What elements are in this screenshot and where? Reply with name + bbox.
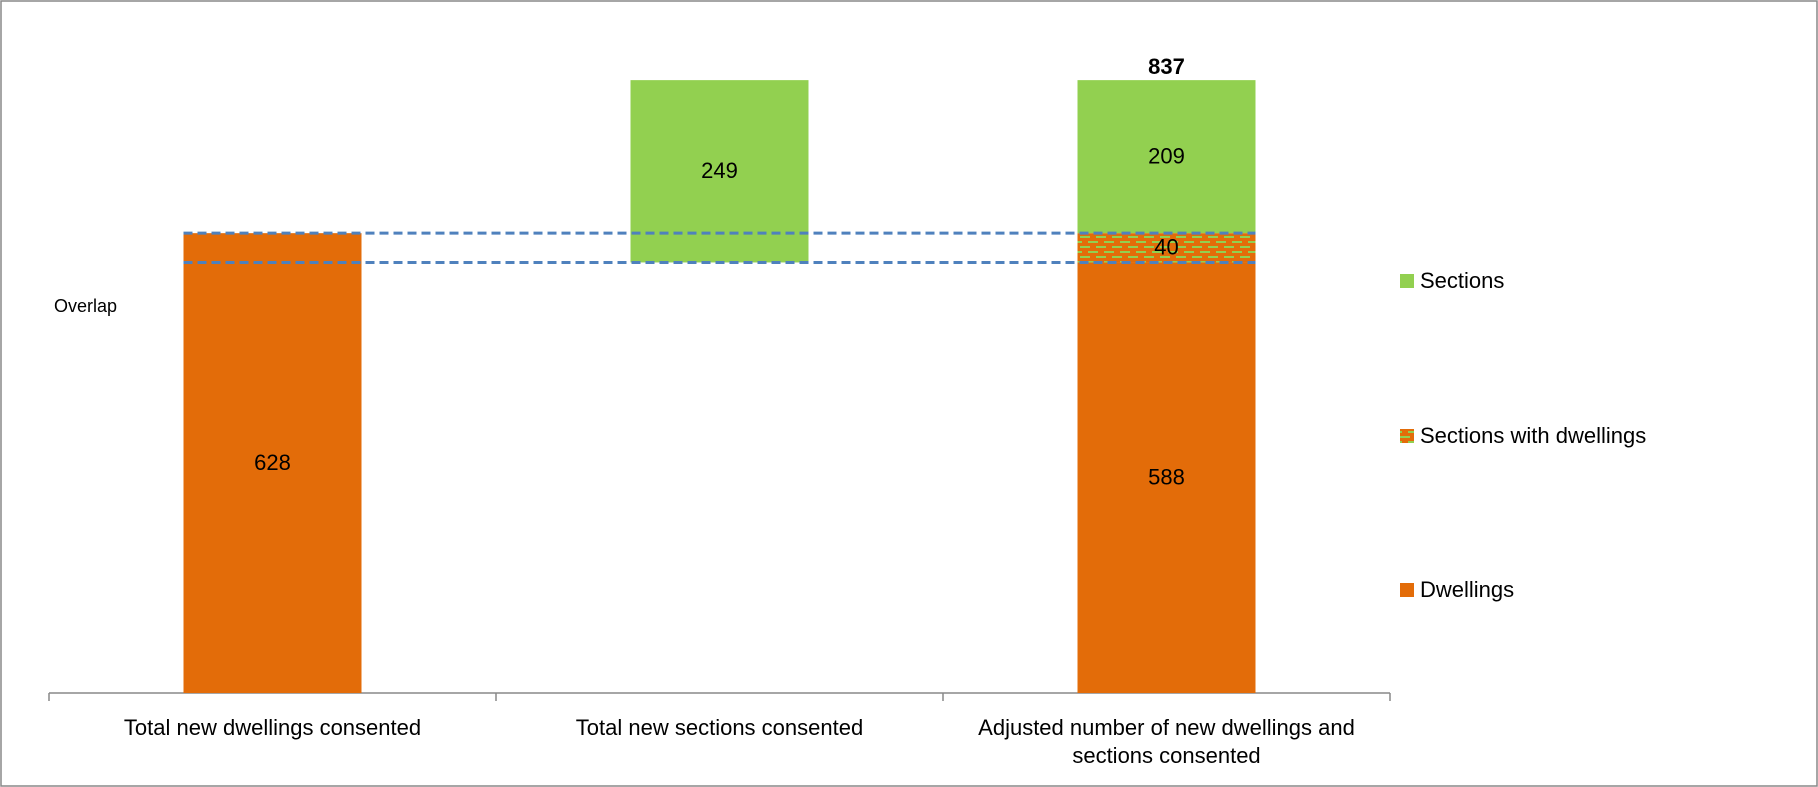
data-label: 588 <box>1148 465 1185 490</box>
x-tick-label: Total new sections consented <box>576 715 863 740</box>
annotation: Overlap <box>54 296 117 316</box>
bar-segment <box>1077 233 1256 263</box>
bar-segment <box>183 233 362 694</box>
legend-label: Dwellings <box>1420 577 1514 602</box>
legend-label: Sections <box>1420 268 1504 293</box>
x-tick-label: Total new dwellings consented <box>124 715 421 740</box>
x-tick-label-line: Adjusted number of new dwellings and <box>978 715 1355 740</box>
bar-segment <box>1077 80 1256 234</box>
legend-label: Sections with dwellings <box>1420 423 1646 448</box>
data-label: 40 <box>1154 235 1178 260</box>
x-tick-label-line: sections consented <box>1072 743 1260 768</box>
legend-swatch <box>1400 583 1414 597</box>
x-tick-label: Adjusted number of new dwellings and sect… <box>978 715 1355 768</box>
bar-segment <box>1077 262 1256 693</box>
legend-swatch <box>1400 429 1414 443</box>
total-label: 837 <box>1148 54 1185 79</box>
legend-swatch <box>1400 274 1414 288</box>
data-label: 628 <box>254 450 291 475</box>
data-label: 209 <box>1148 143 1185 168</box>
data-label: 249 <box>701 158 738 183</box>
